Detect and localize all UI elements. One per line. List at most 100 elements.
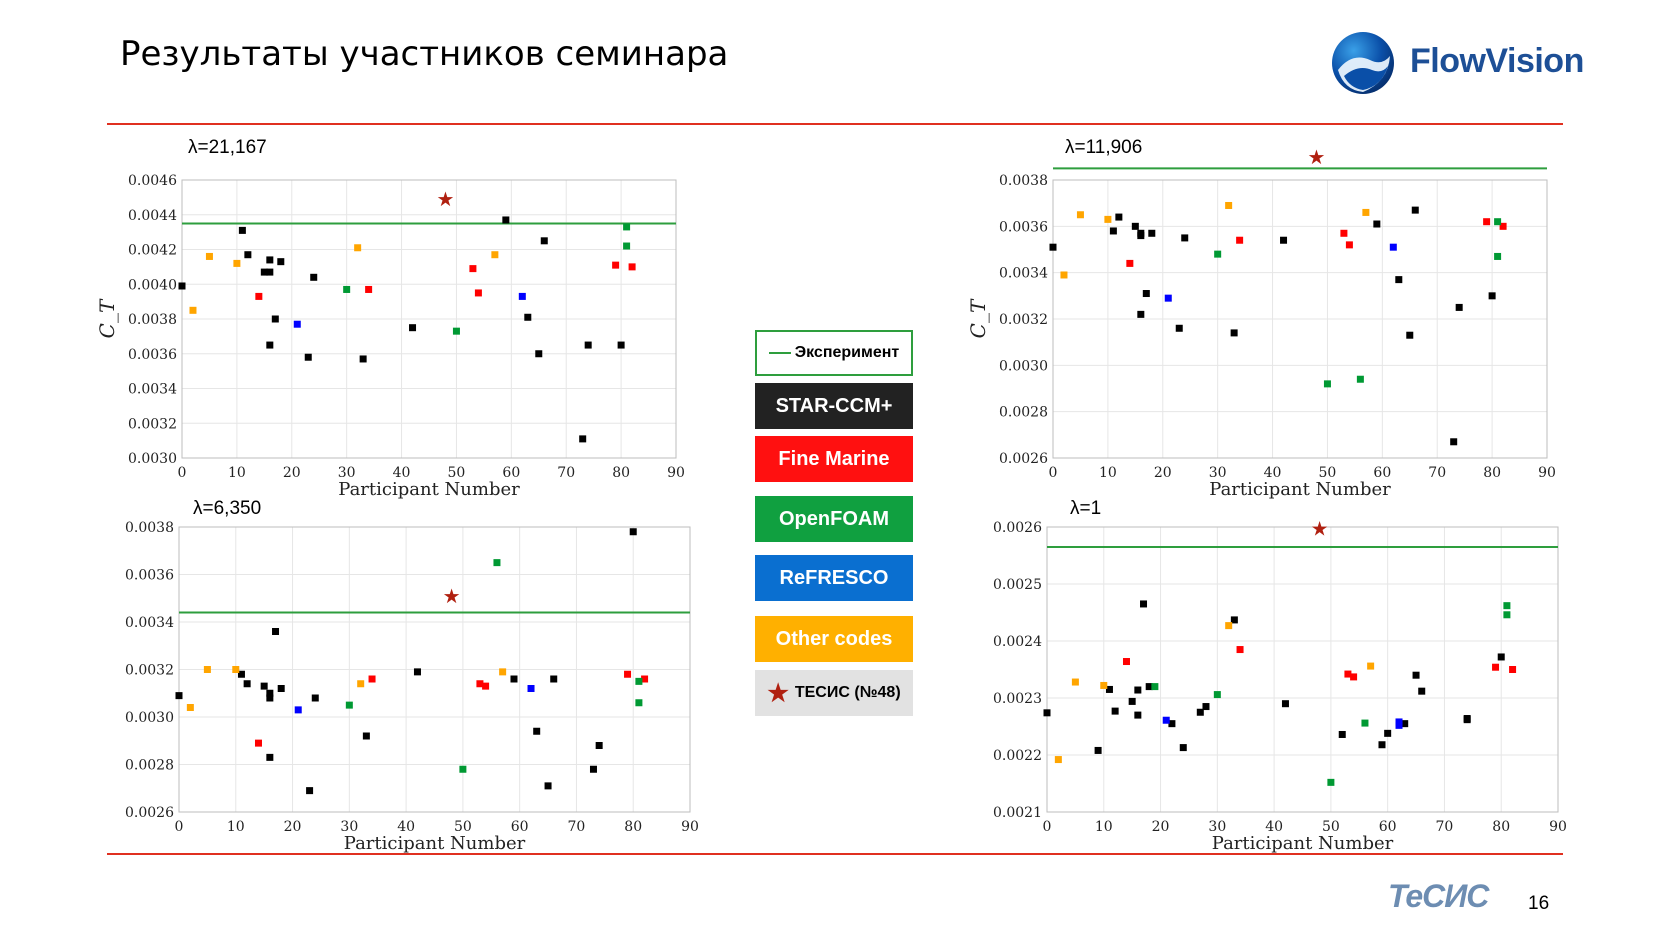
data-point <box>629 528 637 536</box>
data-point <box>1175 324 1183 332</box>
data-point <box>1140 600 1148 608</box>
data-point <box>491 251 499 259</box>
y-tick-label: 0.0021 <box>993 805 1042 821</box>
x-tick-label: 30 <box>1209 465 1227 481</box>
data-point <box>1122 658 1130 666</box>
y-axis-label: C_T <box>95 298 119 338</box>
data-point <box>1043 709 1051 717</box>
data-point <box>277 685 285 692</box>
y-tick-label: 0.0036 <box>999 219 1048 235</box>
y-tick-label: 0.0044 <box>128 208 177 224</box>
data-point <box>293 320 301 328</box>
data-point <box>254 739 262 747</box>
data-point <box>1137 310 1145 318</box>
data-point <box>357 680 365 688</box>
data-point <box>518 292 526 300</box>
x-tick-label: 40 <box>397 819 415 835</box>
x-tick-label: 50 <box>454 819 472 835</box>
y-tick-label: 0.0036 <box>128 347 177 363</box>
data-point <box>1054 756 1062 764</box>
data-point <box>623 223 631 231</box>
y-tick-label: 0.0038 <box>128 312 177 328</box>
x-tick-label: 50 <box>448 465 466 481</box>
data-point <box>1151 683 1159 691</box>
x-tick-label: 80 <box>1492 819 1510 835</box>
y-tick-label: 0.0032 <box>128 416 177 432</box>
data-point <box>1225 622 1233 630</box>
data-point <box>612 261 620 269</box>
data-point <box>1373 220 1381 228</box>
data-point <box>533 727 541 735</box>
data-point <box>1202 703 1210 711</box>
x-tick-label: 10 <box>228 465 246 481</box>
data-point <box>459 765 467 773</box>
chart-3-lambda-label: λ=6,350 <box>193 498 262 519</box>
y-tick-label: 0.0026 <box>125 805 174 821</box>
data-point <box>1494 218 1502 226</box>
data-point <box>1384 729 1392 737</box>
legend-tesis-label: ТЕСИС (№48) <box>794 684 901 701</box>
tesis-star-marker: ★ <box>443 586 461 608</box>
tesis-star-marker: ★ <box>436 189 454 211</box>
data-point <box>628 263 636 271</box>
x-tick-label: 50 <box>1319 465 1337 481</box>
data-point <box>1236 646 1244 654</box>
plot-frame <box>1046 526 1559 813</box>
data-point <box>1181 234 1189 242</box>
data-point <box>1411 206 1419 214</box>
data-point <box>266 753 274 761</box>
x-axis-label: Participant Number <box>344 833 526 854</box>
data-point <box>244 251 252 259</box>
chart-1-lambda-label: λ=21,167 <box>188 137 267 158</box>
data-point <box>1280 236 1288 244</box>
data-point <box>617 341 625 349</box>
page-number: 16 <box>1528 893 1550 914</box>
x-tick-label: 30 <box>1208 819 1226 835</box>
bottom-divider <box>107 853 1563 855</box>
data-point <box>1225 201 1233 209</box>
data-point <box>310 273 318 281</box>
data-point <box>1148 229 1156 237</box>
data-point <box>544 782 552 790</box>
x-tick-label: 90 <box>681 819 699 835</box>
data-point <box>1499 222 1507 230</box>
plot-area: 0 10 20 30 40 50 60 70 80 90 0.0026 0.0028 0.0030 0.0… <box>966 147 1556 500</box>
y-tick-label: 0.0034 <box>125 615 174 631</box>
x-tick-label: 90 <box>1549 819 1567 835</box>
data-point <box>203 666 211 673</box>
x-tick-label: 20 <box>284 819 302 835</box>
data-point <box>527 685 535 692</box>
data-point <box>623 242 631 250</box>
data-point <box>1418 687 1426 695</box>
chart-2-lambda-label: λ=11,906 <box>1065 137 1143 158</box>
star-icon: ★ <box>767 679 789 707</box>
data-point <box>1104 215 1112 223</box>
y-tick-label: 0.0022 <box>993 748 1042 764</box>
y-tick-label: 0.0034 <box>999 266 1048 282</box>
data-point <box>502 216 510 224</box>
x-tick-label: 70 <box>1436 819 1454 835</box>
data-point <box>499 668 507 676</box>
plot-frame <box>181 179 677 459</box>
page-title: Результаты участников семинара <box>120 34 729 74</box>
data-point <box>277 258 285 266</box>
data-point <box>524 313 532 321</box>
x-tick-label: 20 <box>283 465 301 481</box>
data-point <box>1134 686 1142 694</box>
data-point <box>1049 243 1057 251</box>
data-point <box>266 689 274 697</box>
data-point <box>1168 720 1176 728</box>
data-point <box>1109 227 1117 235</box>
data-point <box>635 677 643 685</box>
data-point <box>452 327 460 335</box>
data-point <box>1071 678 1079 686</box>
legend-tesis: ★ ТЕСИС (№48) <box>755 670 913 716</box>
data-point <box>175 692 183 700</box>
data-point <box>1094 746 1102 754</box>
data-point <box>1076 211 1084 219</box>
data-point <box>359 355 367 363</box>
data-point <box>1230 329 1238 337</box>
legend-openfoam-label: OpenFOAM <box>779 507 889 530</box>
data-point <box>413 668 421 676</box>
data-point <box>1145 683 1153 691</box>
